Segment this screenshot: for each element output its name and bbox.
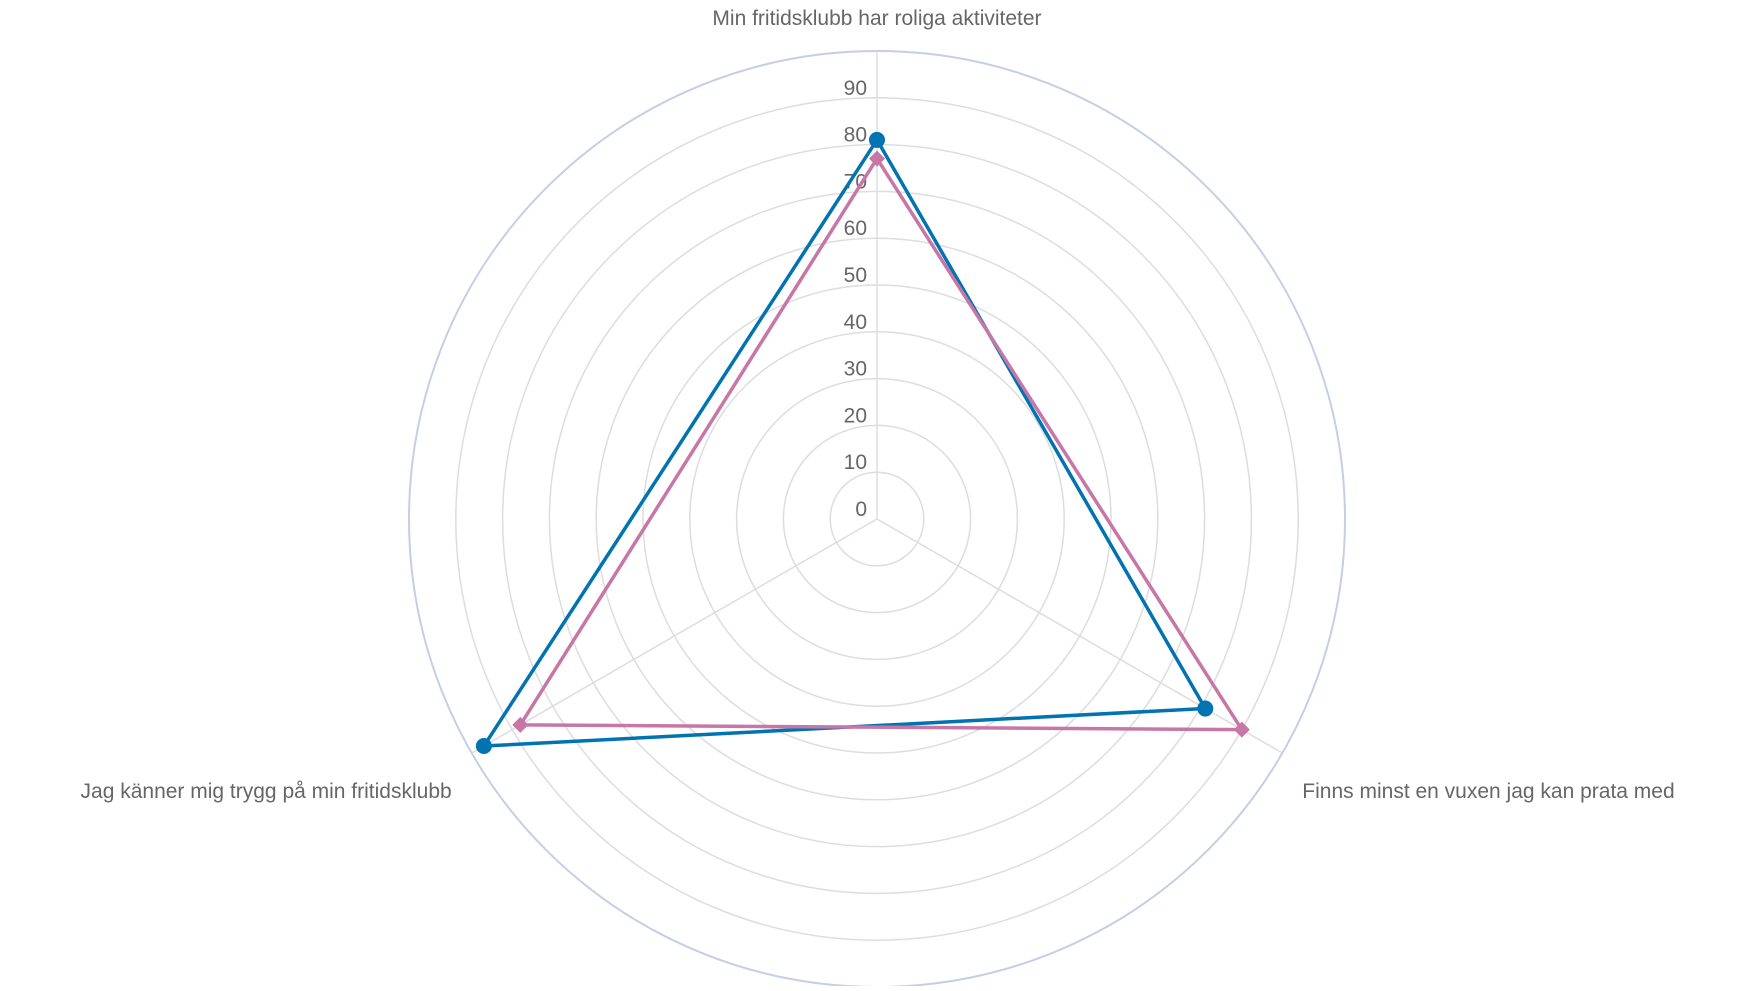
category-label-1: Min fritidsklubb har roliga aktiviteter [712,7,1041,30]
tick-label-layer: 0 10 20 30 40 50 60 70 80 90 [844,77,867,521]
series-2-point-3 [512,716,529,733]
series-1-point-1 [869,131,885,148]
tick-label-90: 90 [844,77,867,100]
series-1-point-2 [1197,700,1214,717]
tick-label-30: 30 [844,358,867,381]
tick-label-70: 70 [844,170,867,193]
tick-label-80: 80 [844,124,867,147]
tick-label-10: 10 [844,451,867,474]
category-label-2: Finns minst en vuxen jag kan prata med [1302,780,1674,803]
tick-label-0: 0 [855,498,867,521]
tick-label-50: 50 [844,264,867,287]
series-1-point-3 [475,737,492,754]
category-label-layer: Min fritidsklubb har roliga aktiviteter F… [81,7,1675,803]
radial-axis-2 [876,518,1283,754]
series-2-point-2 [1233,721,1250,738]
radial-axis-3 [471,518,878,754]
series-2-point-1 [869,150,885,167]
series-2-line [518,156,1244,732]
tick-label-60: 60 [844,217,867,240]
series-layer [475,131,1250,754]
tick-label-40: 40 [844,311,867,334]
axis-layer [471,51,1283,754]
tick-label-20: 20 [844,404,867,427]
category-label-3: Jag känner mig trygg på min fritidsklubb [81,780,452,803]
